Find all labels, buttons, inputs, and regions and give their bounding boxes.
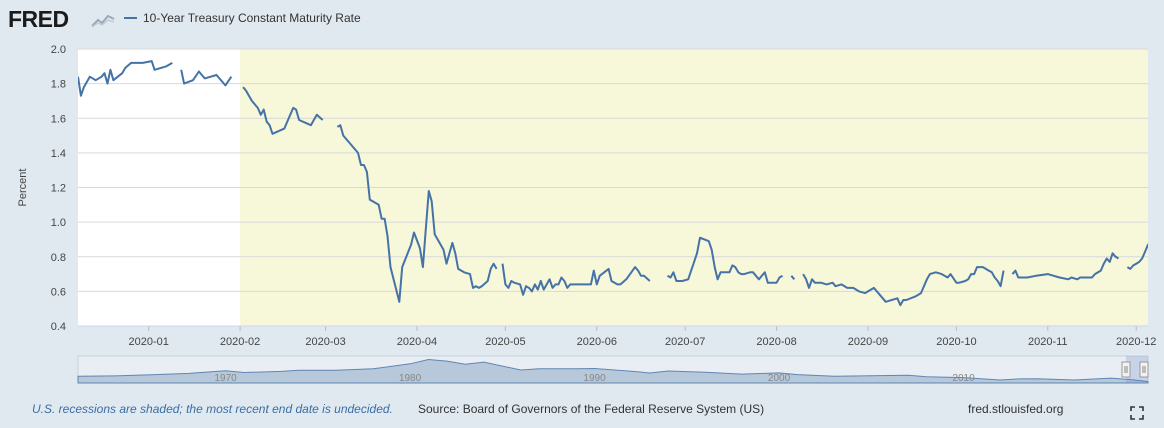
x-tick-label: 2020-10 — [936, 336, 976, 348]
x-tick-label: 2020-05 — [485, 336, 525, 348]
x-tick-label: 2020-11 — [1028, 336, 1068, 348]
navigator-label: 2000 — [768, 373, 791, 384]
navigator-handle[interactable] — [1121, 361, 1131, 378]
x-tick-label: 2020-09 — [848, 336, 888, 348]
y-tick-label: 1.8 — [51, 79, 66, 91]
series-line-segment — [667, 236, 783, 284]
site-link[interactable]: fred.stlouisfed.org — [968, 402, 1064, 416]
x-tick-label: 2020-12 — [1116, 336, 1156, 348]
series-line-segment — [501, 263, 651, 296]
x-tick-label: 2020-02 — [220, 336, 260, 348]
fred-logo[interactable]: FRED — [8, 6, 69, 32]
navigator-label: 1980 — [399, 373, 422, 384]
navigator-label: 1990 — [583, 373, 606, 384]
series-line-segment — [78, 60, 173, 97]
legend-label: 10-Year Treasury Constant Maturity Rate — [143, 11, 361, 25]
series-10y-treasury[interactable] — [78, 60, 1164, 307]
y-tick-label: 1.0 — [51, 217, 66, 229]
series-line-segment — [1011, 252, 1120, 281]
y-tick-label: 1.6 — [51, 113, 66, 125]
y-tick-label: 2.0 — [51, 44, 66, 56]
x-tick-label: 2020-07 — [665, 336, 705, 348]
x-axis: 2020-01 2020-02 2020-03 2020-04 2020-05 2020-… — [78, 325, 1156, 348]
y-tick-label: 1.4 — [51, 148, 66, 160]
x-tick-label: 2020-04 — [397, 336, 437, 348]
series-line-segment — [790, 275, 796, 280]
chart-canvas[interactable]: 0.40.60.81.01.21.41.61.82.0 2020-01 2020-… — [0, 0, 1164, 398]
navigator[interactable]: 1970 1980 1990 2000 2010 — [77, 355, 1149, 384]
series-line-segment — [1126, 243, 1148, 270]
navigator-handle[interactable] — [1139, 361, 1149, 378]
y-tick-label: 0.8 — [51, 252, 66, 264]
recession-note: U.S. recessions are shaded; the most rec… — [32, 402, 393, 416]
series-line-segment — [336, 124, 498, 303]
y-tick-label: 0.4 — [51, 321, 66, 333]
series-line-segment — [802, 266, 1005, 307]
navigator-label: 1970 — [214, 373, 237, 384]
navigator-area — [77, 358, 1149, 384]
series-line-segment — [180, 69, 233, 87]
y-tick-label: 1.2 — [51, 183, 66, 195]
line-chart-icon — [90, 11, 116, 29]
source-text: Source: Board of Governors of the Federa… — [418, 402, 765, 416]
y-tick-label: 0.6 — [51, 286, 66, 298]
x-tick-label: 2020-01 — [129, 336, 169, 348]
legend[interactable]: 10-Year Treasury Constant Maturity Rate — [124, 11, 361, 25]
navigator-label: 2010 — [952, 373, 975, 384]
chart-header: FRED 10-Year Treasury Constant Maturity … — [0, 0, 1164, 40]
expand-icon[interactable] — [1130, 406, 1144, 420]
x-tick-label: 2020-03 — [305, 336, 345, 348]
series-line-segment — [242, 86, 324, 135]
y-axis-label: Percent — [17, 169, 29, 207]
x-tick-label: 2020-06 — [577, 336, 617, 348]
chart-footer: U.S. recessions are shaded; the most rec… — [0, 398, 1164, 428]
legend-swatch — [124, 17, 137, 19]
x-tick-label: 2020-08 — [756, 336, 796, 348]
y-axis: 0.4 0.6 0.8 1.0 1.2 1.4 1.6 1.8 2.0 — [51, 44, 66, 333]
